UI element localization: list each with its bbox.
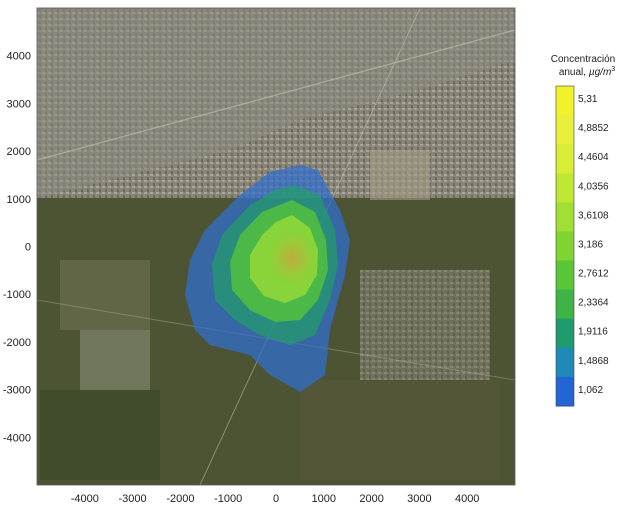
- colorbar-level-label: 1,062: [578, 385, 603, 396]
- colorbar-frame: [555, 85, 575, 407]
- x-tick-label: 2000: [359, 493, 383, 505]
- x-tick-label: 4000: [455, 493, 479, 505]
- colorbar-level-label: 5,31: [578, 94, 598, 105]
- map-frame: [36, 7, 516, 486]
- colorbar-level-label: 1,9116: [578, 327, 608, 338]
- x-tick-label: -4000: [71, 493, 99, 505]
- colorbar-band: [556, 231, 574, 262]
- colorbar-level-label: 2,3364: [578, 298, 609, 309]
- colorbar-band: [556, 144, 574, 174]
- colorbar-level-label: 3,6108: [578, 210, 609, 221]
- colorbar-title-line1: Concentración: [551, 54, 615, 65]
- colorbar-band: [556, 86, 574, 116]
- y-axis-tick-labels: 4000 3000 2000 1000 0 -1000 -2000 -3000 -4000: [3, 51, 31, 445]
- x-axis-tick-labels: -4000 -3000 -2000 -1000 0 1000 2000 3000 4000: [71, 493, 480, 505]
- y-tick-label: 0: [25, 242, 31, 254]
- colorbar-band: [556, 347, 574, 378]
- y-tick-label: -4000: [3, 432, 31, 444]
- plume-core: [264, 226, 320, 290]
- colorbar-title-line2: anual, µg/m3: [559, 66, 615, 78]
- x-tick-label: 0: [273, 493, 279, 505]
- y-tick-label: -2000: [3, 337, 31, 349]
- satellite-basemap: [37, 8, 515, 485]
- colorbar-labels: 5,31 4,8852 4,4604 4,0356 3,6108 3,186 2,7612 2…: [578, 94, 609, 396]
- colorbar-band: [556, 115, 574, 145]
- colorbar-level-label: 4,0356: [578, 181, 609, 192]
- colorbar-band: [556, 202, 574, 232]
- x-tick-label: 3000: [407, 493, 431, 505]
- colorbar-band: [556, 173, 574, 203]
- x-tick-label: -1000: [214, 493, 242, 505]
- x-tick-label: -2000: [166, 493, 194, 505]
- colorbar-band: [556, 260, 574, 291]
- colorbar-bands: [556, 86, 574, 407]
- concentration-plume: [185, 165, 350, 392]
- colorbar-band: [556, 318, 574, 349]
- y-tick-label: -3000: [3, 385, 31, 397]
- y-tick-label: 3000: [7, 98, 31, 110]
- colorbar-level-label: 4,8852: [578, 123, 609, 134]
- x-tick-label: -3000: [119, 493, 147, 505]
- colorbar: Concentración anual, µg/m3 5,31 4,8852 4,4…: [551, 54, 615, 407]
- colorbar-band: [556, 376, 574, 407]
- x-tick-label: 1000: [312, 493, 336, 505]
- y-tick-label: -1000: [3, 289, 31, 301]
- colorbar-level-label: 4,4604: [578, 152, 609, 163]
- y-tick-label: 4000: [7, 51, 31, 63]
- colorbar-level-label: 2,7612: [578, 269, 609, 280]
- colorbar-level-label: 1,4868: [578, 356, 609, 367]
- y-tick-label: 2000: [7, 146, 31, 158]
- y-tick-label: 1000: [7, 194, 31, 206]
- colorbar-level-label: 3,186: [578, 239, 603, 250]
- colorbar-band: [556, 289, 574, 320]
